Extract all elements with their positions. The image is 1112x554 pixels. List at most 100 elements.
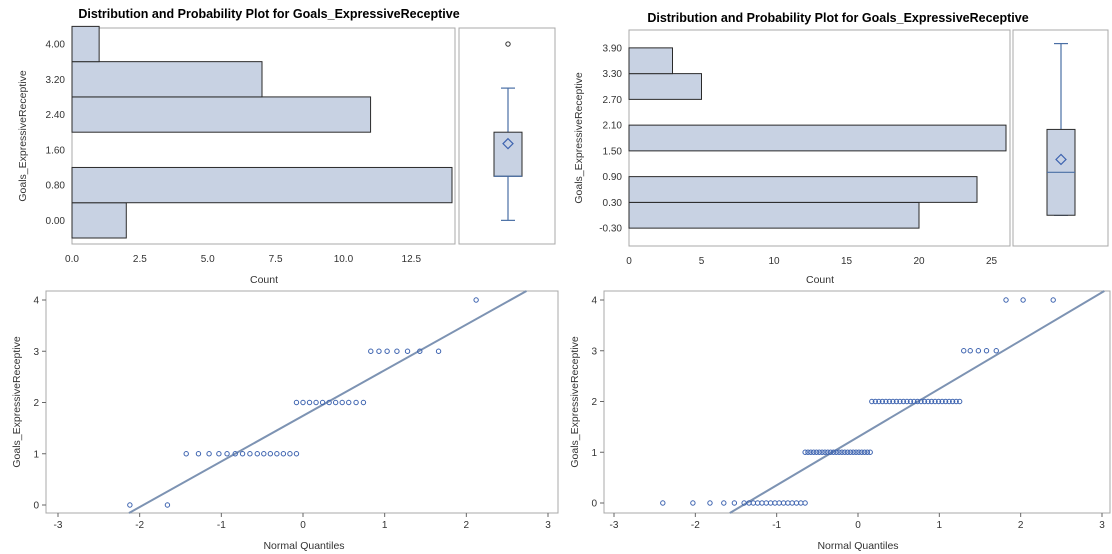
qq-point: [925, 398, 931, 405]
qq-point: [306, 399, 313, 406]
qq-point: [339, 399, 345, 406]
qq-point: [216, 451, 222, 457]
qq-point: [876, 398, 882, 405]
chart-4-xlabel: Normal Quantiles: [817, 540, 898, 552]
y-tick-label: 1: [591, 448, 597, 459]
qq-point: [983, 348, 990, 354]
histogram-bar: [71, 202, 127, 239]
qq-point: [206, 451, 212, 457]
qq-point: [967, 348, 973, 354]
qq-point: [897, 398, 903, 405]
x-tick-label: 0: [855, 520, 861, 531]
y-tick-label: 1.50: [603, 146, 623, 157]
x-tick-label: -3: [610, 520, 619, 531]
qq-point: [1050, 297, 1056, 303]
x-tick-label: 1: [937, 520, 943, 531]
qq-point: [907, 398, 914, 405]
qq-point: [280, 451, 287, 457]
qq-point: [813, 449, 820, 455]
chart-3: Goals_ExpressiveReceptive Normal Quantil…: [11, 290, 559, 552]
qq-point: [808, 449, 814, 455]
histogram-bar: [71, 25, 100, 63]
chart-1-plot-frame: [71, 27, 456, 245]
qq-point: [975, 348, 982, 354]
qq-point: [816, 449, 822, 455]
chart-2-xlabel: Count: [806, 274, 834, 286]
x-tick-label: 3: [545, 520, 551, 531]
qq-point: [810, 449, 817, 455]
histogram-bar: [628, 47, 673, 75]
qq-point: [780, 500, 787, 506]
histogram-bar: [628, 73, 702, 100]
qq-point: [376, 348, 382, 354]
qq-point: [1020, 297, 1026, 303]
x-tick-label: 12.5: [402, 254, 422, 265]
histogram-bar: [71, 166, 453, 204]
qq-point: [417, 348, 423, 354]
qq-point: [313, 399, 319, 406]
qq-point: [861, 449, 868, 455]
y-tick-label: 1.60: [46, 145, 66, 156]
qq-point: [911, 398, 917, 405]
qq-point: [404, 348, 411, 354]
x-tick-label: 5: [699, 256, 705, 267]
chart-4-ylabel: Goals_ExpressiveReceptive: [569, 336, 581, 467]
x-tick-label: 5.0: [201, 254, 215, 265]
y-tick-label: 0: [33, 501, 39, 512]
qq-point: [164, 502, 171, 508]
qq-point: [785, 500, 791, 506]
histogram-bar: [628, 176, 978, 203]
y-tick-label: 2: [33, 398, 39, 409]
qq-point: [850, 449, 856, 455]
boxplot-mean-marker: [1055, 153, 1067, 166]
qq-point: [836, 449, 842, 455]
y-tick-label: 0: [591, 499, 597, 510]
qq-point: [883, 398, 889, 405]
histogram-bar: [628, 201, 920, 229]
qq-point: [946, 398, 952, 405]
x-tick-label: 2: [1018, 520, 1024, 531]
qq-point: [956, 398, 963, 405]
qq-point: [935, 398, 942, 405]
x-tick-label: 20: [913, 256, 925, 267]
qq-point: [932, 398, 938, 405]
y-tick-label: 1: [33, 449, 39, 460]
qq-point: [287, 451, 293, 457]
histogram-bar: [71, 61, 263, 98]
x-tick-label: 0: [300, 520, 306, 531]
qq-point: [353, 399, 359, 406]
qq-point: [435, 348, 442, 354]
qq-point: [750, 500, 757, 506]
y-tick-label: 2.70: [603, 95, 623, 106]
qq-point: [918, 398, 924, 405]
y-tick-label: -0.30: [599, 224, 622, 235]
qq-point: [300, 399, 306, 406]
qq-point: [859, 449, 865, 455]
qq-point: [473, 297, 479, 303]
chart-4: Goals_ExpressiveReceptive Normal Quantil…: [569, 290, 1111, 552]
qq-point: [822, 449, 828, 455]
qq-point: [731, 500, 738, 506]
x-tick-label: -1: [772, 520, 781, 531]
x-tick-label: 10.0: [334, 254, 354, 265]
qq-point: [183, 451, 189, 457]
y-tick-label: 4: [33, 296, 39, 307]
chart-1-title: Distribution and Probability Plot for Go…: [78, 7, 459, 21]
qq-point: [660, 500, 666, 506]
chart-2-ylabel: Goals_ExpressiveReceptive: [573, 72, 585, 203]
y-tick-label: 0.00: [46, 216, 66, 227]
qq-point: [232, 451, 238, 457]
x-tick-label: -3: [54, 520, 63, 531]
qq-point: [293, 451, 300, 457]
chart-1-ylabel: Goals_ExpressiveReceptive: [17, 70, 29, 201]
y-tick-label: 4.00: [46, 40, 66, 51]
boxplot-outlier: [505, 41, 511, 47]
qq-point: [763, 500, 769, 506]
qq-point: [802, 500, 808, 506]
x-tick-label: 25: [986, 256, 998, 267]
qq-point: [776, 500, 782, 506]
qq-point: [869, 398, 875, 405]
x-tick-label: 1: [382, 520, 388, 531]
qq-point: [767, 500, 774, 506]
